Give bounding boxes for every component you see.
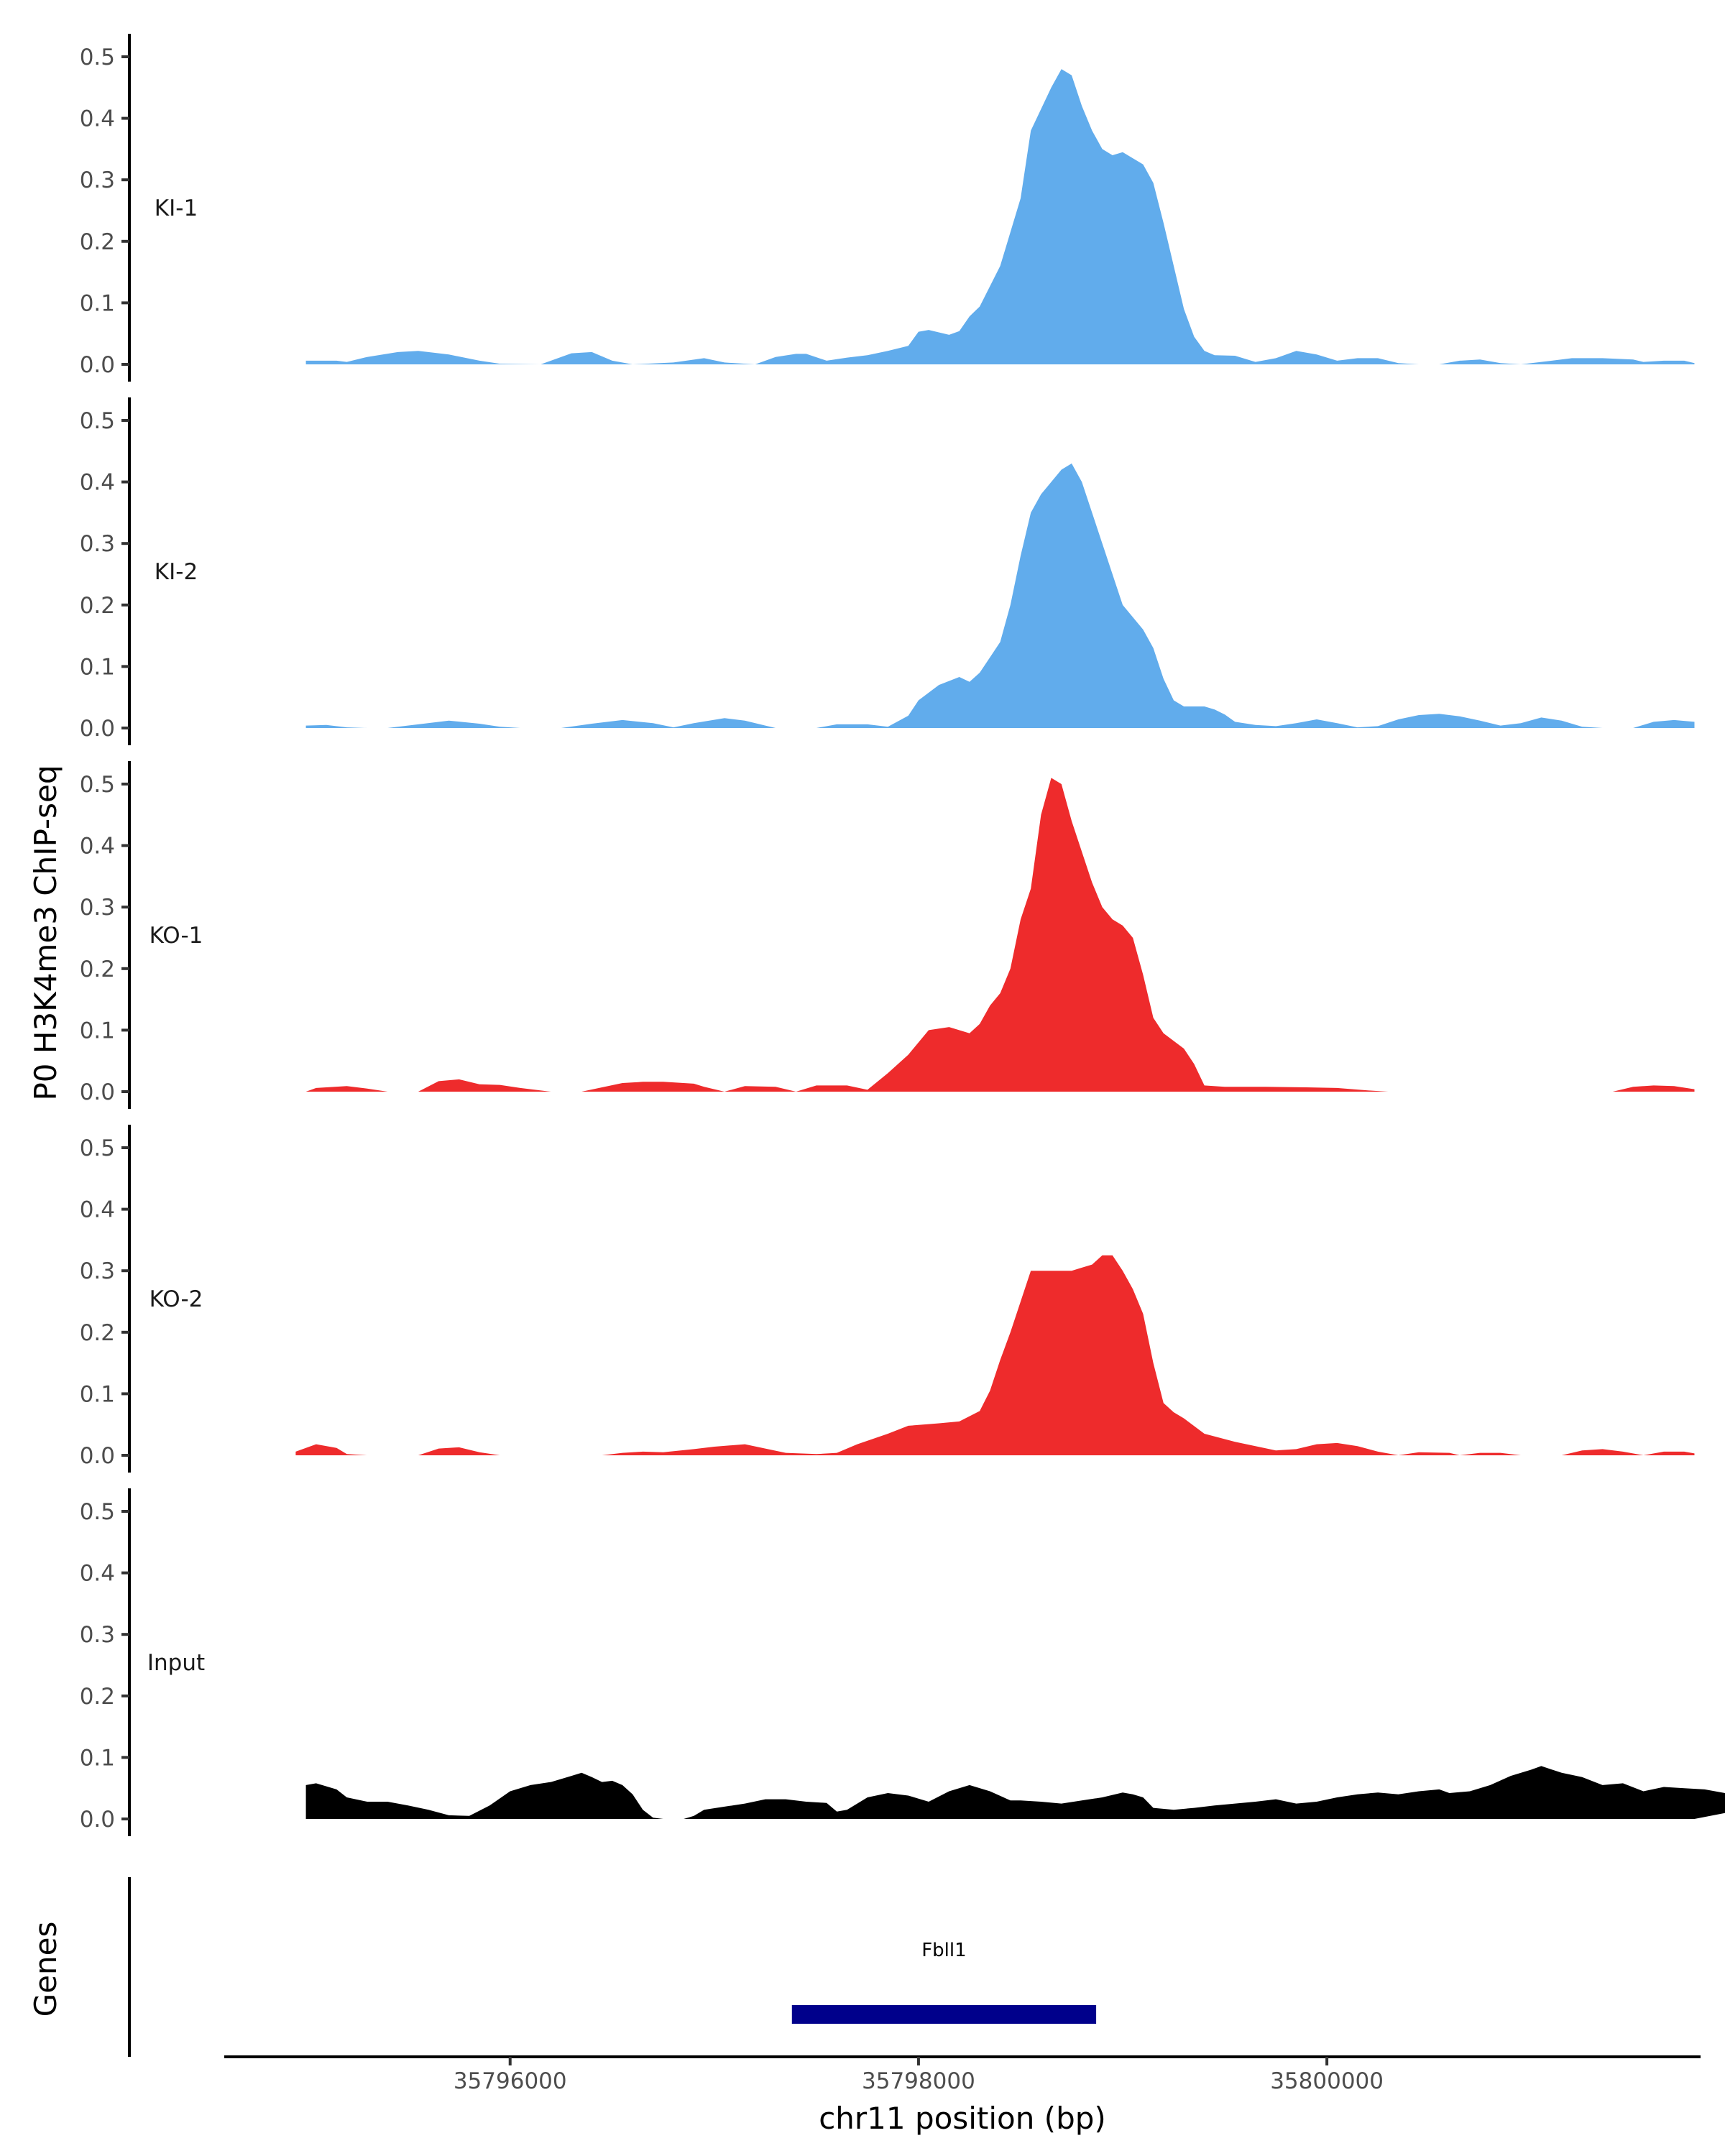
y-tick-label: 0.5 bbox=[80, 772, 115, 798]
y-tick-label: 0.3 bbox=[80, 1622, 115, 1648]
y-tick-label: 0.4 bbox=[80, 834, 115, 860]
track-label: KO-2 bbox=[150, 1286, 203, 1312]
track-ko-1: 0.0 0.1 0.2 0.3 0.4 0.5 KO-1 bbox=[80, 761, 1695, 1109]
genes-panel-label: Genes bbox=[28, 1922, 63, 2017]
y-tick-label: 0.1 bbox=[80, 290, 115, 316]
y-tick-label: 0.1 bbox=[80, 1745, 115, 1771]
x-axis: 35796000 35798000 35800000 chr11 position … bbox=[224, 2055, 1701, 2136]
tracks-layer: 0.0 0.1 0.2 0.3 0.4 0.5 KI-1 0.0 0.1 0.2 0.3 0.4 0.5… bbox=[80, 34, 1725, 1836]
x-ticks-layer: 35796000 35798000 35800000 bbox=[454, 2057, 1384, 2094]
track-label: KI-1 bbox=[155, 195, 198, 221]
y-tick-label: 0.0 bbox=[80, 352, 115, 378]
x-tick-label: 35796000 bbox=[454, 2068, 567, 2094]
gene-label: Fbll1 bbox=[921, 1940, 966, 1961]
y-tick-label: 0.0 bbox=[80, 1443, 115, 1469]
y-tick-label: 0.5 bbox=[80, 45, 115, 70]
y-tick-label: 0.2 bbox=[80, 957, 115, 982]
coverage-area-ko-1 bbox=[305, 778, 1695, 1092]
y-tick-label: 0.2 bbox=[80, 1684, 115, 1710]
y-tick-label: 0.2 bbox=[80, 1320, 115, 1346]
x-tick-label: 35800000 bbox=[1270, 2068, 1384, 2094]
y-tick-label: 0.4 bbox=[80, 470, 115, 496]
y-tick-label: 0.5 bbox=[80, 1499, 115, 1525]
track-label: KI-2 bbox=[155, 559, 198, 585]
y-tick-label: 0.0 bbox=[80, 716, 115, 742]
track-label: Input bbox=[147, 1650, 205, 1676]
track-label: KO-1 bbox=[150, 923, 203, 949]
genes-layer: Fbll1 bbox=[791, 1940, 1097, 2024]
y-tick-label: 0.0 bbox=[80, 1807, 115, 1833]
y-tick-label: 0.3 bbox=[80, 167, 115, 193]
y-tick-label: 0.1 bbox=[80, 654, 115, 680]
coverage-area-ko-2 bbox=[295, 1255, 1695, 1455]
track-ki-1: 0.0 0.1 0.2 0.3 0.4 0.5 KI-1 bbox=[80, 34, 1695, 382]
y-tick-label: 0.5 bbox=[80, 408, 115, 434]
x-tick-label: 35798000 bbox=[862, 2068, 975, 2094]
y-tick-label: 0.3 bbox=[80, 1258, 115, 1284]
y-tick-label: 0.0 bbox=[80, 1079, 115, 1105]
gene-body-fbll1 bbox=[791, 2005, 1097, 2024]
y-tick-label: 0.3 bbox=[80, 895, 115, 921]
coverage-area-input bbox=[305, 1766, 1725, 1819]
coverage-area-ki-2 bbox=[305, 463, 1695, 728]
y-tick-label: 0.3 bbox=[80, 531, 115, 557]
x-axis-title: chr11 position (bp) bbox=[819, 2101, 1106, 2136]
y-tick-label: 0.2 bbox=[80, 229, 115, 255]
track-ki-2: 0.0 0.1 0.2 0.3 0.4 0.5 KI-2 bbox=[80, 397, 1695, 745]
y-tick-label: 0.1 bbox=[80, 1018, 115, 1044]
y-tick-label: 0.4 bbox=[80, 106, 115, 132]
track-input: 0.0 0.1 0.2 0.3 0.4 0.5 Input bbox=[80, 1488, 1725, 1836]
y-tick-label: 0.2 bbox=[80, 593, 115, 619]
genes-panel: Genes Fbll1 bbox=[28, 1877, 1097, 2057]
y-tick-label: 0.4 bbox=[80, 1561, 115, 1587]
y-axis-title: P0 H3K4me3 ChIP-seq bbox=[28, 765, 63, 1100]
y-tick-label: 0.5 bbox=[80, 1135, 115, 1161]
y-tick-label: 0.1 bbox=[80, 1381, 115, 1407]
coverage-area-ki-1 bbox=[305, 69, 1695, 364]
y-tick-label: 0.4 bbox=[80, 1197, 115, 1223]
track-ko-2: 0.0 0.1 0.2 0.3 0.4 0.5 KO-2 bbox=[80, 1125, 1695, 1473]
